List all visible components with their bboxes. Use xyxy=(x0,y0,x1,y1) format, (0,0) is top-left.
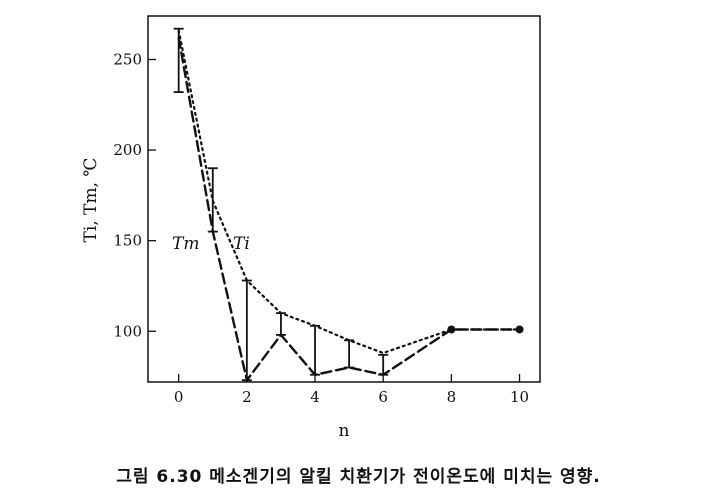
x-axis-label: n xyxy=(339,421,350,441)
x-tick-label: 6 xyxy=(378,388,388,406)
y-axis-label: Ti, Tm, ℃ xyxy=(81,158,101,243)
series-label-ti: Ti xyxy=(233,234,250,254)
range-bars xyxy=(173,27,389,382)
x-tick-label: 4 xyxy=(310,388,320,406)
y-axis: 100 150 200 250 xyxy=(113,50,156,340)
data-point xyxy=(515,325,524,334)
data-point xyxy=(447,325,456,334)
y-tick-label: 200 xyxy=(113,141,142,159)
x-axis: 0 2 4 6 8 10 xyxy=(174,374,529,406)
series-label-tm: Tm xyxy=(172,234,199,254)
figure-caption: 그림 6.30 메소겐기의 알킬 치환기가 전이온도에 미치는 영향. xyxy=(116,467,601,487)
x-tick-label: 0 xyxy=(174,388,184,406)
series-layer xyxy=(177,29,521,383)
x-tick-label: 10 xyxy=(510,388,529,406)
x-tick-label: 2 xyxy=(242,388,252,406)
y-tick-label: 250 xyxy=(113,50,142,68)
x-tick-label: 8 xyxy=(447,388,457,406)
chart: 100 150 200 250 0 2 4 6 8 10 Tm Ti n Ti, Tm, ℃ xyxy=(81,15,541,441)
y-tick-label: 150 xyxy=(113,232,142,250)
plot-frame xyxy=(147,15,541,383)
markers xyxy=(447,325,524,334)
y-tick-label: 100 xyxy=(113,322,142,340)
